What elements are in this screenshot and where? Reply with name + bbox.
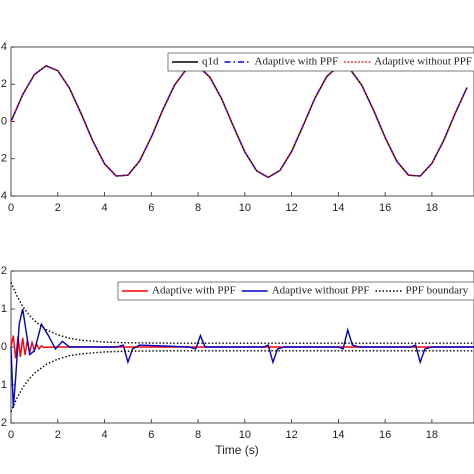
x-tick-label: 12 [285,429,297,441]
x-tick-label: 0 [8,202,14,214]
x-tick-label: 4 [101,202,107,214]
y-tick-label: 0.2 [0,78,7,90]
x-tick-label: 0 [8,429,14,441]
series-line [10,308,474,408]
series-line [10,282,474,344]
legend-label: Adaptive without PPF [272,285,370,297]
legend-label: Adaptive with PPF [152,285,236,297]
series-line-lower [10,350,474,412]
x-tick-label: 12 [285,202,297,214]
y-tick-label: -0.4 [0,190,7,202]
legend-label: Adaptive with PPF [255,56,339,68]
x-tick-label: 14 [332,429,344,441]
x-axis-label: Time (s) [215,443,259,457]
x-tick-label: 16 [379,202,391,214]
y-tick-label: -0.2 [0,417,7,429]
y-tick-label: 0 [1,341,7,353]
plot-area [10,46,474,197]
legend-box [167,52,474,72]
x-tick-label: 2 [55,202,61,214]
x-tick-label: 16 [379,429,391,441]
legend-label: Adaptive without PPF [374,56,472,68]
x-tick-label: 8 [195,202,201,214]
y-tick-label: 0.2 [0,265,7,277]
legend-label: q1d [202,56,219,68]
x-tick-label: 6 [148,202,154,214]
x-tick-label: 8 [195,429,201,441]
x-tick-label: 18 [426,429,438,441]
y-tick-label: 0.4 [0,41,7,53]
x-tick-label: 14 [332,202,344,214]
series-line [10,65,468,179]
x-tick-label: 6 [148,429,154,441]
x-tick-label: 18 [426,202,438,214]
legend-box [117,281,474,301]
x-tick-label: 10 [239,202,251,214]
x-tick-label: 10 [239,429,251,441]
y-tick-label: 0 [1,115,7,127]
y-tick-label: -0.1 [0,379,7,391]
x-tick-label: 2 [55,429,61,441]
y-tick-label: -0.2 [0,153,7,165]
x-tick-label: 4 [101,429,107,441]
legend: q1d Adaptive with PPF Adaptive without PPF [167,52,474,72]
legend-label: PPF boundary [406,285,469,297]
y-tick-label: 0.1 [0,303,7,315]
legend: Adaptive with PPF Adaptive without PPF PPF… [117,281,474,301]
